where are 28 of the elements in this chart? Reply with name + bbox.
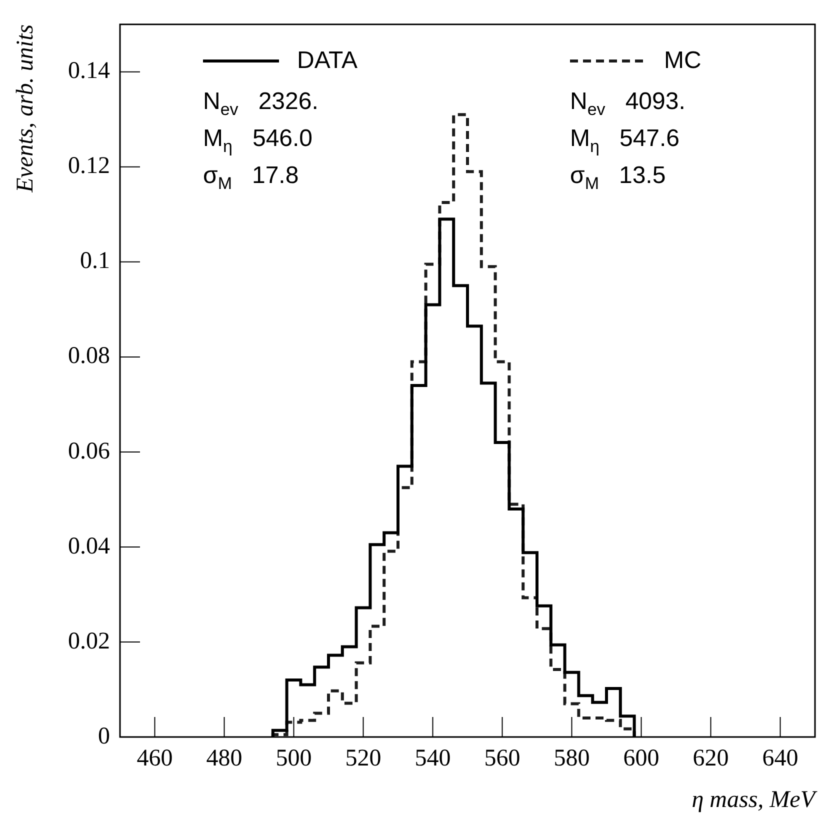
y-tick-label: 0.14 xyxy=(68,58,110,84)
legend-label: MC xyxy=(664,47,702,75)
y-axis-title: Events, arb. units xyxy=(12,24,39,194)
annotation: σ$_{M}$ 13.5 xyxy=(570,162,666,194)
annotation: σ$_{M}$ 17.8 xyxy=(203,162,299,194)
annotation: N$_{ev}$ 2326. xyxy=(203,88,318,120)
x-tick-label: 500 xyxy=(276,746,312,772)
x-axis-title: η mass, MeV xyxy=(692,786,818,813)
y-tick-label: 0 xyxy=(98,723,110,750)
x-tick-label: 620 xyxy=(692,746,729,772)
x-tick-label: 560 xyxy=(484,746,520,772)
x-tick-label: 600 xyxy=(623,746,660,772)
annotation: N$_{ev}$ 4093. xyxy=(570,88,686,120)
legend-label: DATA xyxy=(297,47,358,75)
annotation: M$_{η}$ 546.0 xyxy=(203,125,313,157)
x-tick-label: 520 xyxy=(345,746,382,772)
x-tick-label: 460 xyxy=(136,746,173,772)
annotation: M$_{η}$ 547.6 xyxy=(570,125,680,157)
x-tick-label: 540 xyxy=(414,746,451,772)
x-tick-label: 640 xyxy=(762,746,798,772)
y-tick-label: 0.06 xyxy=(68,438,110,464)
y-tick-label: 0.04 xyxy=(68,533,110,560)
x-tick-label: 480 xyxy=(206,746,242,772)
y-tick-label: 0.12 xyxy=(68,153,110,180)
y-tick-label: 0.1 xyxy=(80,248,110,274)
y-tick-label: 0.02 xyxy=(68,628,110,654)
x-tick-label: 580 xyxy=(554,746,590,772)
y-tick-label: 0.08 xyxy=(68,343,110,370)
